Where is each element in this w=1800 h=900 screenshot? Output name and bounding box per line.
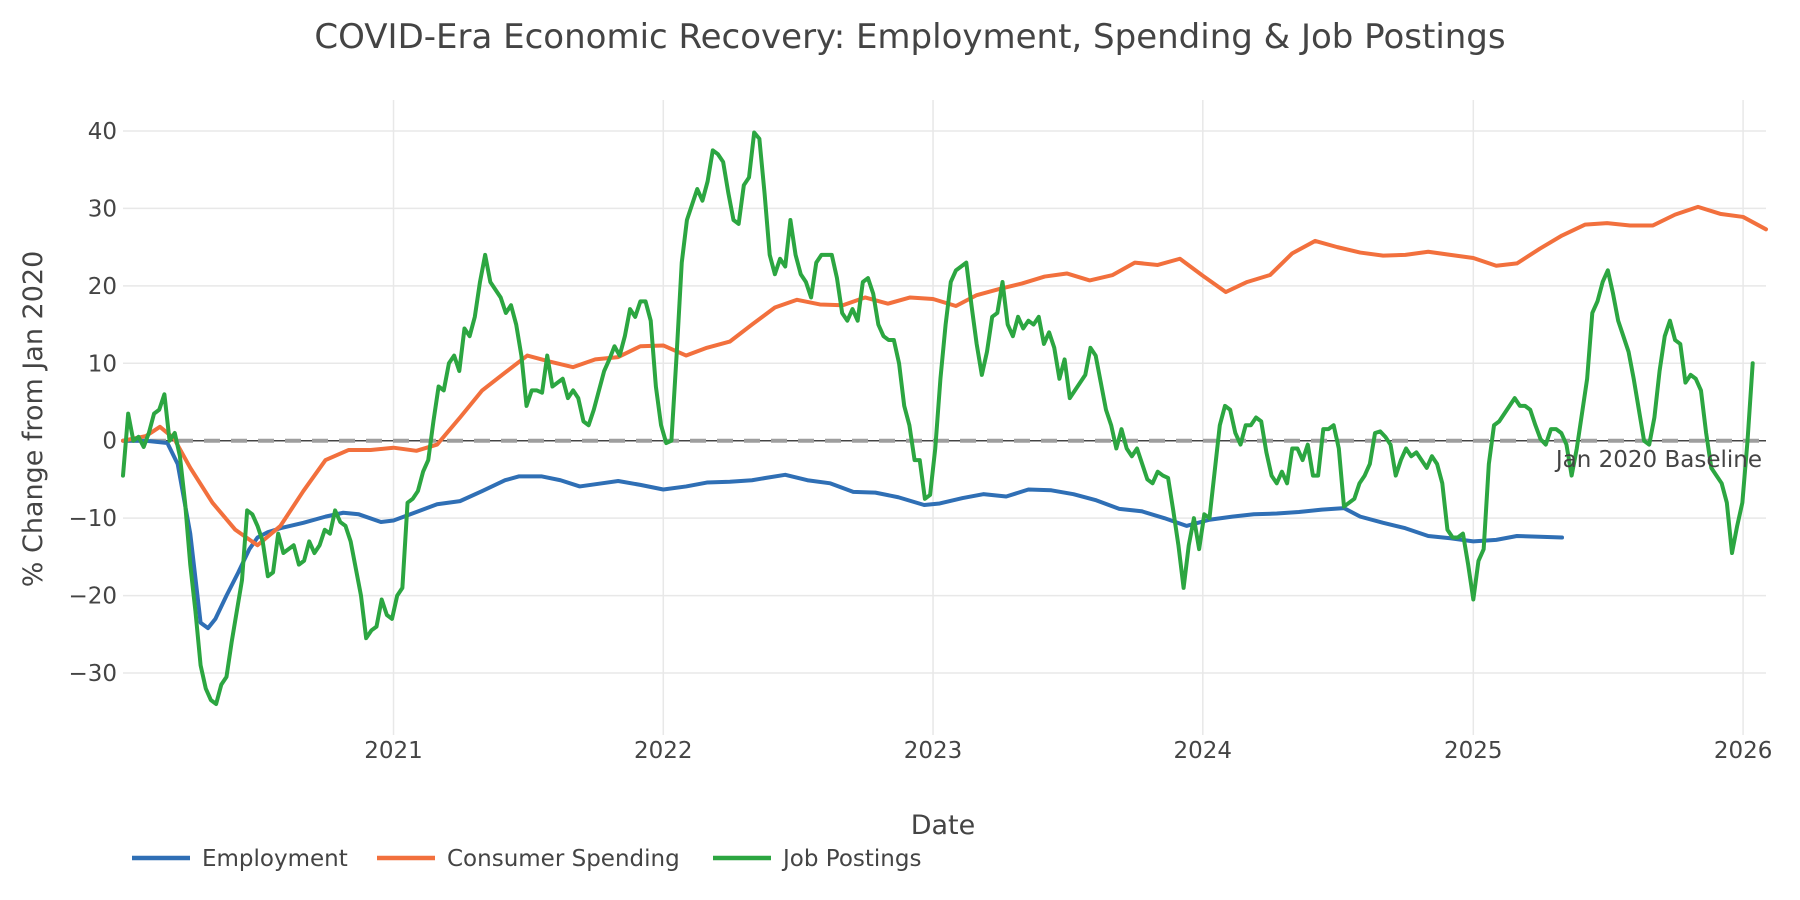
x-tick-label: 2024 — [1174, 738, 1233, 764]
x-axis-ticks: 2021 2022 2023 2024 2025 2026 — [364, 738, 1772, 764]
series-line-consumer-spending — [121, 204, 1768, 548]
legend-label: Job Postings — [781, 846, 921, 872]
y-tick-label: 30 — [88, 196, 117, 222]
y-tick-label: 0 — [102, 429, 117, 455]
legend-label: Employment — [202, 846, 348, 872]
y-tick-label: −20 — [68, 584, 117, 610]
y-tick-label: −10 — [68, 506, 117, 532]
x-tick-label: 2022 — [634, 738, 693, 764]
grid — [123, 100, 1766, 735]
y-tick-label: −30 — [68, 661, 117, 687]
x-tick-label: 2023 — [904, 738, 963, 764]
y-tick-label: 40 — [88, 119, 117, 145]
x-axis-label: Date — [911, 810, 976, 841]
y-axis-label: % Change from Jan 2020 — [18, 251, 49, 588]
baseline-annotation: Jan 2020 Baseline — [1554, 447, 1762, 473]
chart-title: COVID-Era Economic Recovery: Employment,… — [314, 17, 1505, 57]
series-layer — [121, 130, 1768, 707]
legend: Employment Consumer Spending Job Postings — [132, 846, 921, 872]
legend-label: Consumer Spending — [447, 846, 680, 872]
x-tick-label: 2026 — [1714, 738, 1773, 764]
x-tick-label: 2021 — [364, 738, 423, 764]
x-tick-label: 2025 — [1444, 738, 1503, 764]
series-line-job-postings — [121, 130, 1755, 707]
y-tick-label: 10 — [88, 351, 117, 377]
series-line-employment — [121, 438, 1565, 631]
y-tick-label: 20 — [88, 274, 117, 300]
y-axis-ticks: −30 −20 −10 0 10 20 30 40 — [68, 119, 117, 687]
